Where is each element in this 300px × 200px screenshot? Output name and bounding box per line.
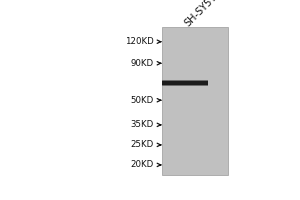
Text: 20KD: 20KD: [130, 160, 154, 169]
Bar: [162, 85, 208, 86]
Text: 120KD: 120KD: [125, 37, 154, 46]
Bar: [162, 80, 208, 86]
Bar: [162, 80, 208, 81]
Text: SH-SY5Y: SH-SY5Y: [183, 0, 219, 29]
Text: 25KD: 25KD: [130, 140, 154, 149]
Text: 90KD: 90KD: [130, 59, 154, 68]
Bar: [162, 80, 208, 81]
Bar: [162, 80, 208, 81]
Text: 35KD: 35KD: [130, 120, 154, 129]
Text: 50KD: 50KD: [130, 96, 154, 105]
Bar: [162, 85, 208, 86]
Bar: [162, 27, 228, 175]
Bar: [162, 85, 208, 86]
